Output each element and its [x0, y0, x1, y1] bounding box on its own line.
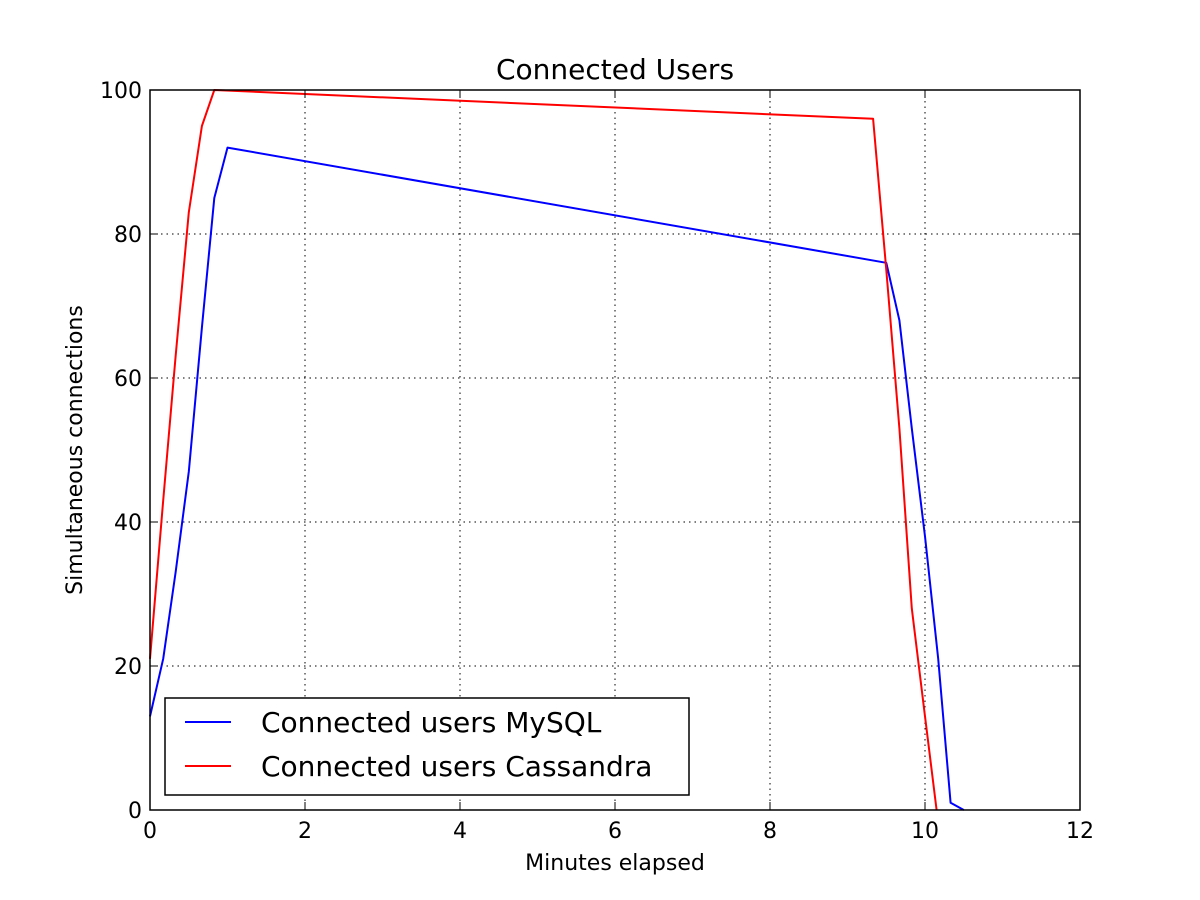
series-line-cassandra — [149, 89, 938, 811]
chart-title: Connected Users — [496, 53, 734, 86]
x-tick-label: 12 — [1066, 819, 1094, 844]
data-series — [149, 89, 965, 811]
y-tick-label: 80 — [114, 223, 142, 248]
x-tick-label: 6 — [608, 819, 622, 844]
y-tick-label: 40 — [114, 511, 142, 536]
grid-lines — [150, 90, 1080, 810]
legend-label-mysql: Connected users MySQL — [261, 706, 602, 739]
x-axis-label: Minutes elapsed — [525, 851, 705, 876]
y-axis-label: Simultaneous connections — [63, 305, 88, 595]
x-tick-label: 2 — [298, 819, 312, 844]
y-tick-label: 20 — [114, 655, 142, 680]
x-tick-label: 8 — [763, 819, 777, 844]
y-tick-label: 0 — [128, 799, 142, 824]
legend-label-cassandra: Connected users Cassandra — [261, 750, 652, 783]
y-tick-label: 100 — [100, 79, 142, 104]
y-tick-label: 60 — [114, 367, 142, 392]
axis-ticks: 0 2 4 6 8 10 12 0 20 40 60 80 100 — [100, 79, 1094, 844]
x-tick-label: 0 — [143, 819, 157, 844]
legend-box — [164, 697, 690, 796]
x-tick-label: 10 — [911, 819, 939, 844]
x-tick-label: 4 — [453, 819, 467, 844]
series-line-mysql — [149, 146, 965, 811]
legend: Connected users MySQL Connected users Ca… — [164, 697, 690, 796]
